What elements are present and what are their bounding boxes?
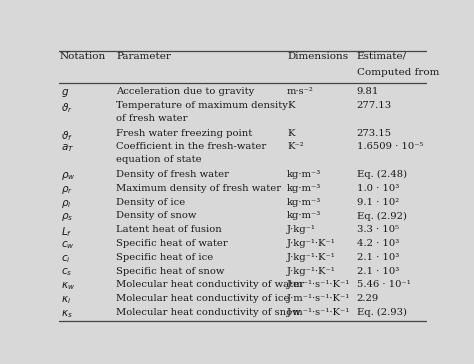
Text: kg·m⁻³: kg·m⁻³ [287, 198, 321, 207]
Text: kg·m⁻³: kg·m⁻³ [287, 184, 321, 193]
Text: K: K [287, 101, 294, 110]
Text: Specific heat of water: Specific heat of water [116, 239, 228, 248]
Text: J·kg⁻¹: J·kg⁻¹ [287, 225, 316, 234]
Text: Molecular heat conductivity of water: Molecular heat conductivity of water [116, 280, 304, 289]
Text: Molecular heat conductivity of snow: Molecular heat conductivity of snow [116, 308, 301, 317]
Text: $\rho_i$: $\rho_i$ [61, 198, 72, 210]
Text: J·kg⁻¹·K⁻¹: J·kg⁻¹·K⁻¹ [287, 239, 336, 248]
Text: kg·m⁻³: kg·m⁻³ [287, 211, 321, 221]
Text: Eq. (2.92): Eq. (2.92) [357, 211, 407, 221]
Text: 2.29: 2.29 [357, 294, 379, 303]
Text: 277.13: 277.13 [357, 101, 392, 110]
Text: $c_s$: $c_s$ [61, 266, 73, 278]
Text: Density of snow: Density of snow [116, 211, 197, 221]
Text: K⁻²: K⁻² [287, 142, 304, 151]
Text: $\kappa_i$: $\kappa_i$ [61, 294, 71, 306]
Text: Specific heat of snow: Specific heat of snow [116, 266, 225, 276]
Text: $\rho_r$: $\rho_r$ [61, 184, 73, 196]
Text: $\rho_s$: $\rho_s$ [61, 211, 73, 223]
Text: Parameter: Parameter [116, 52, 171, 60]
Text: 273.15: 273.15 [357, 129, 392, 138]
Text: J·m⁻¹·s⁻¹·K⁻¹: J·m⁻¹·s⁻¹·K⁻¹ [287, 280, 350, 289]
Text: Fresh water freezing point: Fresh water freezing point [116, 129, 253, 138]
Text: Acceleration due to gravity: Acceleration due to gravity [116, 87, 255, 96]
Text: 4.2 · 10³: 4.2 · 10³ [357, 239, 399, 248]
Text: 9.1 · 10²: 9.1 · 10² [357, 198, 399, 207]
Text: Density of fresh water: Density of fresh water [116, 170, 229, 179]
Text: Computed from: Computed from [357, 68, 439, 77]
Text: $c_w$: $c_w$ [61, 239, 75, 251]
Text: Maximum density of fresh water: Maximum density of fresh water [116, 184, 281, 193]
Text: $\rho_w$: $\rho_w$ [61, 170, 76, 182]
Text: Temperature of maximum density: Temperature of maximum density [116, 101, 288, 110]
Text: $L_f$: $L_f$ [61, 225, 73, 239]
Text: J·kg⁻¹·K⁻¹: J·kg⁻¹·K⁻¹ [287, 253, 336, 262]
Text: Eq. (2.48): Eq. (2.48) [357, 170, 407, 179]
Text: $\kappa_s$: $\kappa_s$ [61, 308, 73, 320]
Text: 3.3 · 10⁵: 3.3 · 10⁵ [357, 225, 399, 234]
Text: Specific heat of ice: Specific heat of ice [116, 253, 213, 262]
Text: Latent heat of fusion: Latent heat of fusion [116, 225, 222, 234]
Text: 2.1 · 10³: 2.1 · 10³ [357, 253, 399, 262]
Text: of fresh water: of fresh water [116, 114, 188, 123]
Text: 2.1 · 10³: 2.1 · 10³ [357, 266, 399, 276]
Text: $g$: $g$ [61, 87, 69, 99]
Text: Notation: Notation [59, 52, 106, 60]
Text: m·s⁻²: m·s⁻² [287, 87, 314, 96]
Text: Molecular heat conductivity of ice: Molecular heat conductivity of ice [116, 294, 290, 303]
Text: kg·m⁻³: kg·m⁻³ [287, 170, 321, 179]
Text: $a_T$: $a_T$ [61, 142, 74, 154]
Text: 1.0 · 10³: 1.0 · 10³ [357, 184, 399, 193]
Text: Estimate/: Estimate/ [357, 52, 407, 60]
Text: J·kg⁻¹·K⁻¹: J·kg⁻¹·K⁻¹ [287, 266, 336, 276]
Text: $c_i$: $c_i$ [61, 253, 71, 265]
Text: J·m⁻¹·s⁻¹·K⁻¹: J·m⁻¹·s⁻¹·K⁻¹ [287, 308, 350, 317]
Text: K: K [287, 129, 294, 138]
Text: $\kappa_w$: $\kappa_w$ [61, 280, 75, 292]
Text: Coefficient in the fresh-water: Coefficient in the fresh-water [116, 142, 266, 151]
Text: equation of state: equation of state [116, 155, 202, 164]
Text: 5.46 · 10⁻¹: 5.46 · 10⁻¹ [357, 280, 410, 289]
Text: Density of ice: Density of ice [116, 198, 185, 207]
Text: 9.81: 9.81 [357, 87, 379, 96]
Text: J·m⁻¹·s⁻¹·K⁻¹: J·m⁻¹·s⁻¹·K⁻¹ [287, 294, 350, 303]
Text: 1.6509 · 10⁻⁵: 1.6509 · 10⁻⁵ [357, 142, 423, 151]
Text: $\vartheta_r$: $\vartheta_r$ [61, 101, 73, 115]
Text: Eq. (2.93): Eq. (2.93) [357, 308, 407, 317]
Text: $\vartheta_f$: $\vartheta_f$ [61, 129, 73, 143]
Text: Dimensions: Dimensions [287, 52, 348, 60]
